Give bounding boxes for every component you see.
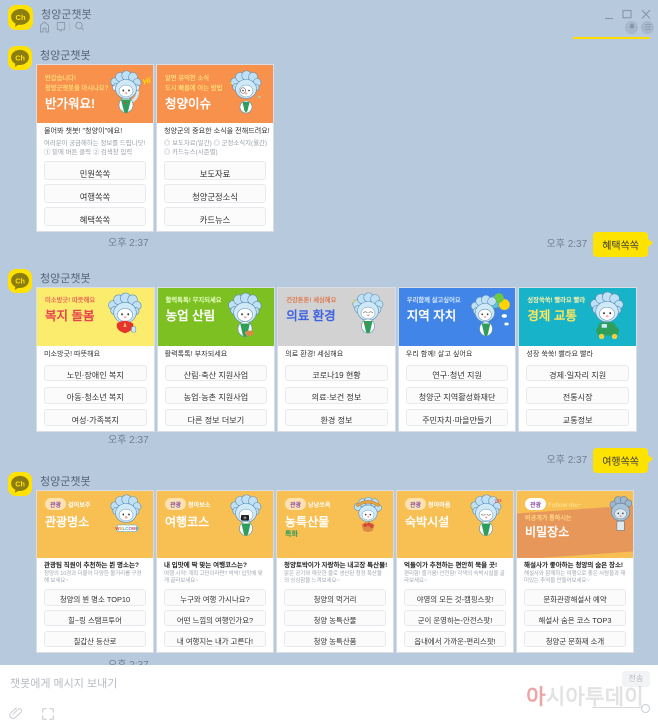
svg-text:Hi!: Hi! bbox=[142, 75, 151, 87]
svg-text:Ch: Ch bbox=[15, 53, 25, 62]
svg-text:Ch: Ch bbox=[16, 13, 26, 22]
svg-text:WELCOME: WELCOME bbox=[115, 526, 139, 531]
svg-text:Ch: Ch bbox=[15, 276, 25, 285]
svg-text:Ch: Ch bbox=[15, 479, 25, 488]
